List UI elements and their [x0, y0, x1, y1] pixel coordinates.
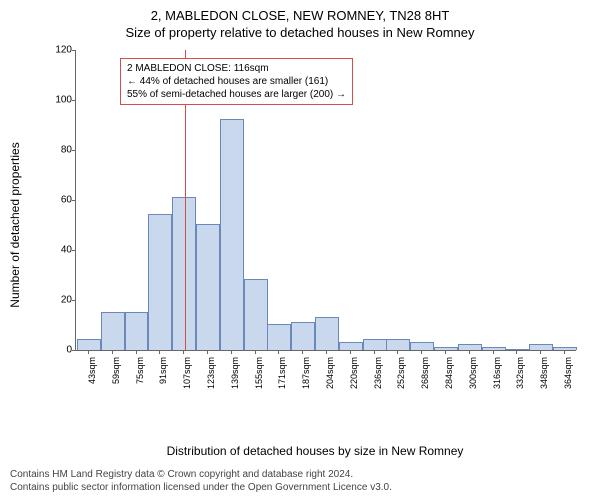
- footer-line1: Contains HM Land Registry data © Crown c…: [10, 468, 392, 481]
- x-tick-mark: [207, 350, 208, 354]
- x-tick-label: 139sqm: [230, 357, 240, 397]
- x-tick-mark: [183, 350, 184, 354]
- y-tick-label: 120: [46, 45, 72, 56]
- x-tick-mark: [469, 350, 470, 354]
- x-tick-mark: [302, 350, 303, 354]
- x-tick-label: 75sqm: [135, 357, 145, 397]
- x-tick-mark: [374, 350, 375, 354]
- chart-title-line1: 2, MABLEDON CLOSE, NEW ROMNEY, TN28 8HT: [0, 0, 600, 23]
- x-tick-label: 171sqm: [277, 357, 287, 397]
- histogram-bar: [386, 339, 410, 350]
- y-tick-mark: [72, 250, 76, 251]
- x-tick-mark: [278, 350, 279, 354]
- x-tick-label: 204sqm: [325, 357, 335, 397]
- histogram-bar: [267, 324, 291, 350]
- x-tick-label: 316sqm: [492, 357, 502, 397]
- histogram-bar: [291, 322, 315, 351]
- histogram-bar: [244, 279, 268, 350]
- histogram-bar: [196, 224, 220, 350]
- x-tick-label: 43sqm: [87, 357, 97, 397]
- histogram-bar: [220, 119, 244, 350]
- x-tick-label: 155sqm: [254, 357, 264, 397]
- histogram-bar: [339, 342, 363, 351]
- y-tick-mark: [72, 100, 76, 101]
- x-tick-mark: [136, 350, 137, 354]
- x-tick-label: 300sqm: [468, 357, 478, 397]
- x-tick-mark: [397, 350, 398, 354]
- x-tick-mark: [540, 350, 541, 354]
- x-tick-label: 236sqm: [373, 357, 383, 397]
- x-tick-mark: [493, 350, 494, 354]
- y-tick-mark: [72, 200, 76, 201]
- y-tick-label: 100: [46, 95, 72, 106]
- x-tick-mark: [112, 350, 113, 354]
- footer-attribution: Contains HM Land Registry data © Crown c…: [10, 468, 392, 494]
- x-tick-label: 284sqm: [444, 357, 454, 397]
- annotation-box: 2 MABLEDON CLOSE: 116sqm← 44% of detache…: [120, 58, 353, 105]
- y-tick-label: 60: [46, 195, 72, 206]
- x-tick-label: 123sqm: [206, 357, 216, 397]
- histogram-bar: [77, 339, 101, 350]
- annotation-line2: ← 44% of detached houses are smaller (16…: [127, 75, 346, 88]
- y-tick-label: 0: [46, 345, 72, 356]
- x-tick-mark: [421, 350, 422, 354]
- chart-area: Number of detached properties 0204060801…: [55, 50, 575, 400]
- x-tick-label: 252sqm: [396, 357, 406, 397]
- y-tick-label: 80: [46, 145, 72, 156]
- footer-line2: Contains public sector information licen…: [10, 481, 392, 494]
- x-tick-label: 220sqm: [349, 357, 359, 397]
- y-axis-label: Number of detached properties: [8, 142, 22, 307]
- x-axis-label: Distribution of detached houses by size …: [55, 444, 575, 458]
- x-tick-mark: [231, 350, 232, 354]
- x-tick-label: 364sqm: [563, 357, 573, 397]
- plot-region: 02040608010012043sqm59sqm75sqm91sqm107sq…: [75, 50, 576, 351]
- x-tick-label: 348sqm: [539, 357, 549, 397]
- x-tick-label: 107sqm: [182, 357, 192, 397]
- x-tick-mark: [564, 350, 565, 354]
- x-tick-mark: [350, 350, 351, 354]
- histogram-bar: [148, 214, 172, 350]
- histogram-bar: [363, 339, 387, 350]
- y-tick-mark: [72, 150, 76, 151]
- x-tick-mark: [516, 350, 517, 354]
- x-tick-label: 187sqm: [301, 357, 311, 397]
- x-tick-mark: [445, 350, 446, 354]
- y-tick-mark: [72, 350, 76, 351]
- y-tick-label: 20: [46, 295, 72, 306]
- x-tick-label: 91sqm: [158, 357, 168, 397]
- annotation-line3: 55% of semi-detached houses are larger (…: [127, 88, 346, 101]
- histogram-bar: [101, 312, 125, 351]
- y-tick-mark: [72, 300, 76, 301]
- x-tick-label: 332sqm: [515, 357, 525, 397]
- x-tick-mark: [255, 350, 256, 354]
- x-tick-mark: [326, 350, 327, 354]
- annotation-line1: 2 MABLEDON CLOSE: 116sqm: [127, 62, 346, 75]
- x-tick-label: 268sqm: [420, 357, 430, 397]
- histogram-bar: [410, 342, 434, 351]
- y-tick-mark: [72, 50, 76, 51]
- chart-title-line2: Size of property relative to detached ho…: [0, 23, 600, 40]
- histogram-bar: [125, 312, 149, 351]
- x-tick-mark: [159, 350, 160, 354]
- x-tick-label: 59sqm: [111, 357, 121, 397]
- x-tick-mark: [88, 350, 89, 354]
- histogram-bar: [315, 317, 339, 351]
- y-tick-label: 40: [46, 245, 72, 256]
